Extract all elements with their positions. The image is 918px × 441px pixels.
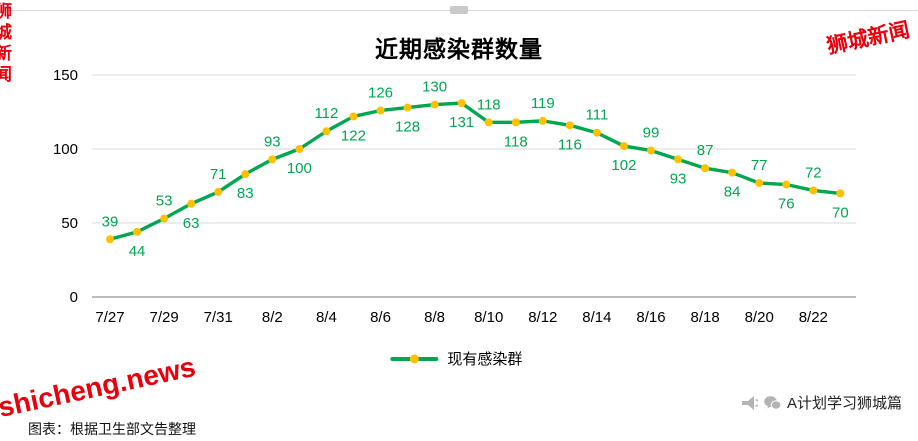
data-point-label: 128 <box>395 119 420 136</box>
data-point-marker <box>701 164 710 173</box>
data-point-marker <box>214 187 223 196</box>
data-point-label: 118 <box>504 133 528 150</box>
data-point-marker <box>133 227 142 236</box>
x-axis-tick-label: 8/2 <box>262 309 283 326</box>
x-axis-tick-label: 8/12 <box>528 309 557 326</box>
resize-handle-icon <box>450 6 468 14</box>
x-axis-tick-label: 8/16 <box>636 309 665 326</box>
data-point-marker <box>836 189 845 198</box>
data-point-marker <box>295 145 304 153</box>
data-point-marker <box>187 199 196 208</box>
data-point-label: 116 <box>558 136 582 153</box>
chart-source-caption: 图表：根据卫生部文告整理 <box>28 421 196 437</box>
megaphone-icon <box>741 395 758 410</box>
y-axis-tick-label: 0 <box>70 289 78 306</box>
data-point-label: 76 <box>778 196 795 213</box>
data-point-label: 122 <box>341 127 366 144</box>
data-point-label: 87 <box>697 142 714 159</box>
data-point-label: 70 <box>832 204 849 221</box>
data-point-marker <box>160 214 169 223</box>
data-point-label: 44 <box>129 243 146 260</box>
y-axis-tick-label: 50 <box>61 215 78 232</box>
data-point-label: 63 <box>183 215 200 232</box>
x-axis-tick-label: 8/4 <box>316 309 337 326</box>
data-point-marker <box>782 180 791 189</box>
data-point-label: 130 <box>422 79 447 96</box>
x-axis-tick-label: 8/8 <box>424 309 445 326</box>
data-point-label: 53 <box>156 193 173 210</box>
series-line <box>108 101 843 241</box>
data-point-label: 100 <box>287 160 312 177</box>
data-point-marker <box>647 146 655 155</box>
data-point-marker <box>619 142 628 151</box>
data-point-marker <box>809 186 818 195</box>
data-point-label: 84 <box>724 184 741 201</box>
legend-marker-icon <box>409 354 419 363</box>
x-axis-tick-label: 7/27 <box>95 309 124 326</box>
data-point-marker <box>322 127 331 136</box>
data-point-label: 131 <box>449 114 474 131</box>
data-point-label: 126 <box>368 85 393 102</box>
data-point-marker <box>403 103 412 112</box>
x-axis-tick-label: 7/29 <box>149 309 178 326</box>
chart-legend: 现有感染群 <box>390 348 522 369</box>
x-axis-tick-label: 8/14 <box>582 309 611 326</box>
legend-line-icon <box>390 354 439 363</box>
data-point-marker <box>484 118 493 127</box>
data-point-marker <box>457 99 466 108</box>
data-point-marker <box>241 170 250 179</box>
data-point-marker <box>430 100 439 109</box>
data-point-marker <box>565 121 574 130</box>
data-point-label: 39 <box>102 213 119 230</box>
data-point-marker <box>728 168 737 177</box>
x-axis-tick-label: 8/10 <box>474 309 503 326</box>
data-point-marker <box>511 118 520 127</box>
data-point-label: 102 <box>611 157 636 174</box>
x-axis-tick-label: 8/20 <box>745 309 774 326</box>
account-credit: A计划学习狮城篇 <box>741 392 902 413</box>
wechat-icon <box>764 395 781 410</box>
data-point-marker <box>349 112 358 121</box>
data-point-label: 83 <box>237 185 254 202</box>
account-credit-label: A计划学习狮城篇 <box>786 395 902 412</box>
data-point-marker <box>106 235 114 244</box>
data-point-marker <box>376 106 385 115</box>
y-axis-tick-label: 150 <box>53 67 78 84</box>
data-point-marker <box>268 155 277 164</box>
data-point-label: 119 <box>531 95 555 112</box>
data-point-marker <box>538 116 547 125</box>
x-axis-tick-label: 8/6 <box>370 309 391 326</box>
data-point-marker <box>592 128 601 137</box>
y-axis-tick-label: 100 <box>53 141 78 158</box>
data-point-label: 111 <box>585 107 608 124</box>
data-point-label: 71 <box>210 166 227 183</box>
legend-label: 现有感染群 <box>447 351 523 368</box>
data-point-marker <box>674 155 683 164</box>
x-axis-tick-label: 8/18 <box>690 309 719 326</box>
watermark-left-edge: 狮城新闻 <box>0 2 11 86</box>
data-point-label: 99 <box>643 124 660 141</box>
data-point-label: 118 <box>477 96 501 113</box>
data-point-label: 93 <box>264 133 281 150</box>
x-axis-tick-label: 7/31 <box>204 309 233 326</box>
data-point-label: 77 <box>751 157 768 174</box>
data-point-marker <box>755 179 764 188</box>
top-divider <box>0 6 918 14</box>
data-point-label: 112 <box>314 105 338 122</box>
x-axis-tick-label: 8/22 <box>799 309 828 326</box>
data-point-label: 93 <box>670 170 687 187</box>
chart-title: 近期感染群数量 <box>375 36 543 62</box>
data-point-label: 72 <box>805 164 822 181</box>
